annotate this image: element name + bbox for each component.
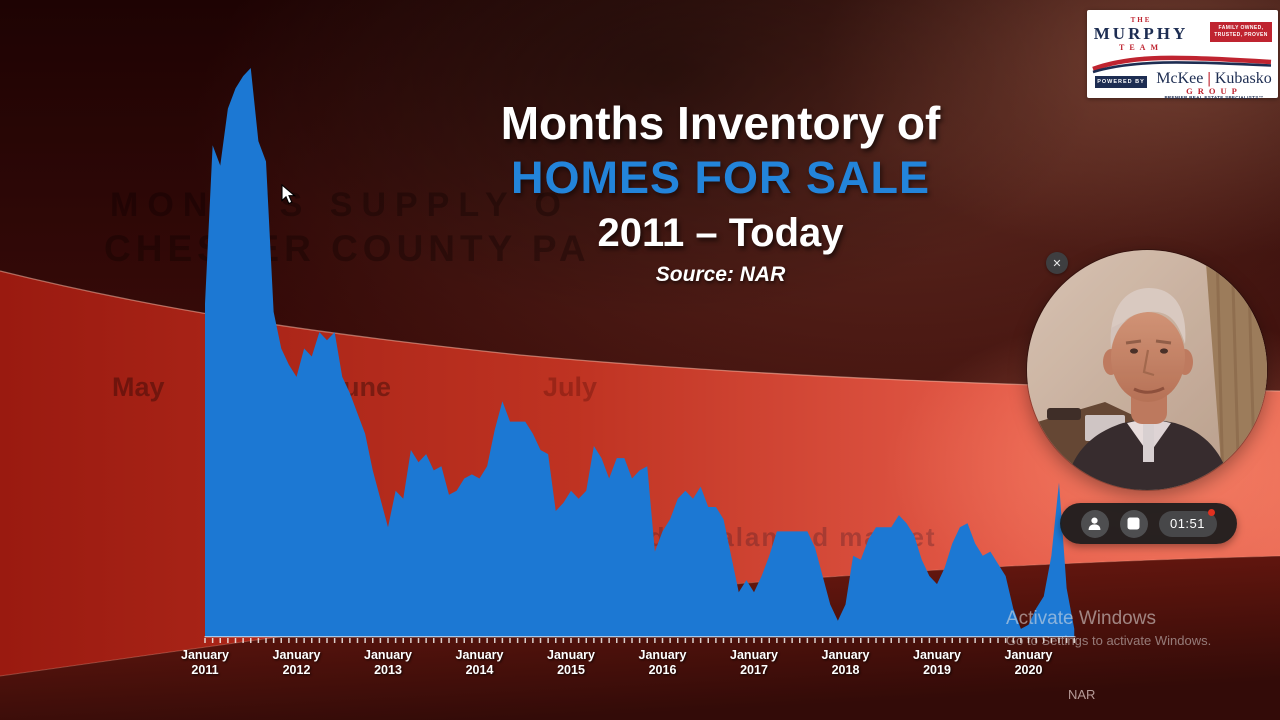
logo-team: TEAM <box>1119 43 1163 52</box>
title-line1: Months Inventory of <box>500 97 941 149</box>
title-line3: 2011 – Today <box>597 211 844 255</box>
mouse-cursor <box>281 184 297 205</box>
logo-badge-line1: FAMILY OWNED, <box>1218 25 1264 31</box>
close-icon: ✕ <box>1052 257 1062 270</box>
x-axis-label-2019: January 2019 <box>913 648 961 677</box>
logo-swoosh-icon <box>1092 55 1272 74</box>
webcam-video-bubble[interactable] <box>1027 250 1267 490</box>
logo-name-last: Kubasko <box>1214 70 1272 87</box>
recorder-camera-toggle-button[interactable] <box>1080 509 1109 538</box>
logo-the: THE <box>1130 16 1152 24</box>
recorder-control-bar[interactable]: 01:51 <box>1060 503 1237 544</box>
ghost-headline-line2: CHESTER COUNTY PA <box>104 228 591 269</box>
activate-windows-watermark-line2: Go to Settings to activate Windows. <box>1006 633 1212 648</box>
stop-icon <box>1127 517 1140 530</box>
logo-murphy: MURPHY <box>1093 24 1189 43</box>
webcam-portrait <box>1027 250 1267 490</box>
logo-tagline: PREMIER REAL ESTATE SPECIALISTS™ <box>1164 95 1264 100</box>
person-icon <box>1088 517 1101 530</box>
logo-name-first: McKee <box>1156 70 1204 87</box>
x-axis-label-2017: January 2017 <box>730 648 778 677</box>
ghost-headline-line1: MONTHS SUPPLY O <box>110 186 570 224</box>
logo-badge-line2: TRUSTED, PROVEN <box>1214 32 1268 38</box>
source-label: Source: NAR <box>655 263 786 286</box>
area-series <box>205 68 1075 637</box>
recorder-timer: 01:51 <box>1158 508 1217 537</box>
recording-dot-icon <box>1207 508 1215 516</box>
recorder-stop-button[interactable] <box>1119 509 1148 538</box>
title-line2: HOMES FOR SALE <box>510 152 931 203</box>
x-axis-label-2015: January 2015 <box>547 648 595 677</box>
logo-name-divider: | <box>1207 70 1211 87</box>
footer-source-label: NAR <box>1068 687 1096 702</box>
logo-badge: FAMILY OWNED, TRUSTED, PROVEN <box>1210 22 1272 42</box>
logo-powered-by: POWERED BY <box>1095 76 1147 88</box>
murphy-team-logo: THE MURPHY TEAM FAMILY OWNED, TRUSTED, P… <box>1087 10 1278 100</box>
title-block: Months Inventory of HOMES FOR SALE 2011 … <box>448 96 993 290</box>
activate-windows-watermark-line1: Activate Windows <box>1006 608 1156 629</box>
recorder-timer-value: 01:51 <box>1169 516 1206 531</box>
x-axis-label-2018: January 2018 <box>821 648 870 677</box>
ghost-month-may: May <box>112 372 165 402</box>
x-axis-line <box>204 636 1076 638</box>
webcam-close-button[interactable]: ✕ <box>1046 252 1068 274</box>
x-axis-label-2020: January 2020 <box>1004 648 1053 677</box>
x-axis-label-2011: January 2011 <box>181 648 229 677</box>
x-axis-label-2012: January 2012 <box>272 648 321 677</box>
logo-mckee-kubasko: McKee | Kubasko <box>1153 70 1275 87</box>
ghost-month-july: July <box>543 372 598 402</box>
x-axis-ticks <box>204 638 1075 643</box>
x-axis-label-2016: January 2016 <box>638 648 687 677</box>
logo-group: GROUP <box>1186 86 1242 96</box>
x-axis-label-2013: January 2013 <box>364 648 412 677</box>
x-axis-label-2014: January 2014 <box>455 648 504 677</box>
